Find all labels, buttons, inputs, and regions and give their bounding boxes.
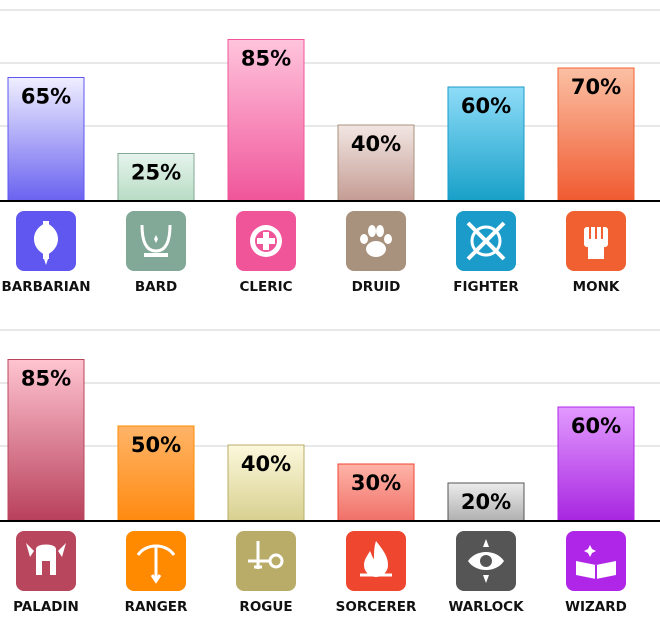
bar-warlock <box>447 482 525 522</box>
bar-cleric <box>227 39 305 202</box>
double-axe-icon <box>16 211 76 271</box>
bar-barbarian <box>7 77 85 202</box>
value-label: 85% <box>21 367 71 391</box>
spellbook-icon <box>566 531 626 591</box>
fire-icon <box>346 531 406 591</box>
category-label: SORCERER <box>336 599 417 615</box>
bar-wizard <box>557 406 635 522</box>
category-label: FIGHTER <box>453 279 519 295</box>
bar-ranger <box>117 425 195 522</box>
eye-icon <box>456 531 516 591</box>
crossed-swords-shield-icon <box>456 211 516 271</box>
bow-arrow-icon <box>126 531 186 591</box>
value-label: 70% <box>571 75 621 99</box>
value-label: 20% <box>461 490 511 514</box>
category-label: ROGUE <box>239 599 292 615</box>
chart-2: 85% PALADIN 50% RANGER 40% ROGUE 30% SORCERER 20… <box>0 329 660 615</box>
value-label: 50% <box>131 433 181 457</box>
bar-sorcerer <box>337 463 415 522</box>
value-label: 40% <box>241 452 291 476</box>
bar-paladin <box>7 359 85 522</box>
category-label: WARLOCK <box>448 599 524 615</box>
bar-fighter <box>447 86 525 202</box>
value-label: 60% <box>571 414 621 438</box>
holy-cross-icon <box>236 211 296 271</box>
category-label: PALADIN <box>13 599 79 615</box>
category-label: WIZARD <box>565 599 627 615</box>
value-label: 65% <box>21 85 71 109</box>
fist-icon <box>566 211 626 271</box>
value-label: 30% <box>351 471 401 495</box>
lyre-icon <box>126 211 186 271</box>
dagger-key-icon <box>236 531 296 591</box>
value-label: 25% <box>131 161 181 185</box>
category-label: CLERIC <box>239 279 292 295</box>
bar-druid <box>337 124 415 202</box>
value-label: 40% <box>351 132 401 156</box>
value-label: 85% <box>241 47 291 71</box>
winged-helmet-icon <box>16 531 76 591</box>
bar-rogue <box>227 444 305 522</box>
chart-1: 65% BARBARIAN 25% BARD 85% CLERIC 40% DRUID 60% F… <box>0 9 660 295</box>
value-label: 60% <box>461 94 511 118</box>
category-label: MONK <box>573 279 620 295</box>
paw-icon <box>346 211 406 271</box>
bar-bard <box>117 153 195 202</box>
bar-monk <box>557 67 635 202</box>
category-label: RANGER <box>125 599 188 615</box>
category-label: DRUID <box>352 279 401 295</box>
category-label: BARBARIAN <box>1 279 90 295</box>
category-label: BARD <box>135 279 177 295</box>
